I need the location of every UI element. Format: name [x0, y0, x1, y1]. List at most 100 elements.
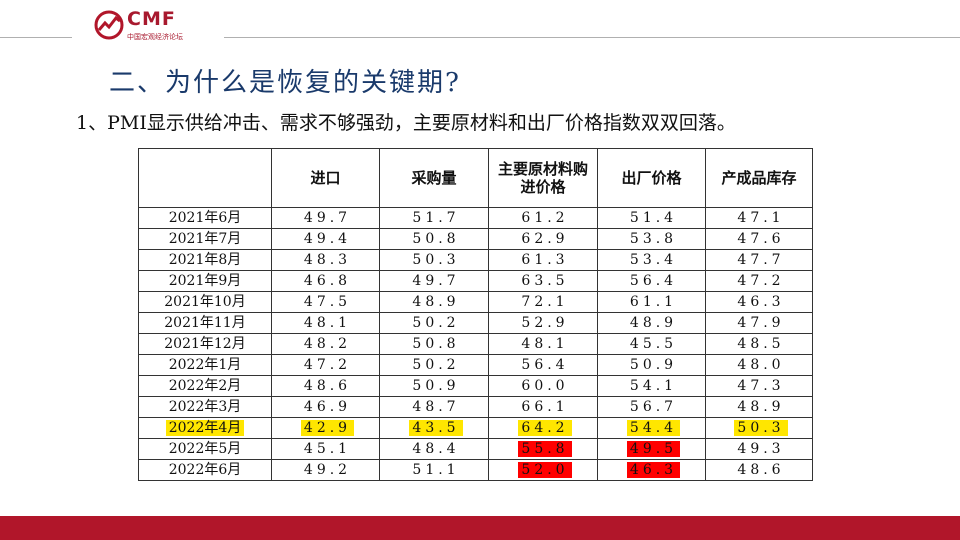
cmf-logo: CMF 中国宏观经济论坛	[94, 8, 218, 44]
table-cell: 62.9	[488, 228, 598, 250]
logo-text: CMF	[127, 8, 176, 30]
table-row: 2021年10月 47.5 48.9 72.1 61.1 46.3	[138, 291, 813, 313]
table-cell: 47.2	[271, 354, 380, 376]
table-cell: 50.2	[379, 354, 489, 376]
table-cell: 52.9	[488, 312, 598, 334]
table-header-row: 进口 采购量 主要原材料购进价格 出厂价格 产成品库存	[138, 148, 813, 208]
logo-mark-icon	[94, 10, 124, 40]
table-cell: 47.1	[705, 207, 813, 229]
table-cell: 48.9	[705, 396, 813, 418]
table-cell: 48.9	[379, 291, 489, 313]
row-label: 2021年11月	[138, 312, 272, 334]
table-cell: 47.7	[705, 249, 813, 271]
table-cell: 56.4	[597, 270, 706, 292]
table-body: 2021年6月 49.7 51.7 61.2 51.4 47.1 2021年7月 49.4 50…	[138, 207, 813, 481]
table-cell: 56.4	[488, 354, 598, 376]
table-cell: 49.4	[271, 228, 380, 250]
table-cell: 54.4	[597, 417, 706, 439]
table-row: 2021年12月 48.2 50.8 48.1 45.5 48.5	[138, 333, 813, 355]
table-cell: 47.6	[705, 228, 813, 250]
row-label: 2021年8月	[138, 249, 272, 271]
pmi-table: 进口 采购量 主要原材料购进价格 出厂价格 产成品库存 2021年6月 49.7 5…	[138, 148, 813, 481]
slide-subtitle: 1、PMI显示供给冲击、需求不够强劲，主要原材料和出厂价格指数双双回落。	[76, 112, 736, 134]
table-cell: 50.9	[597, 354, 706, 376]
row-label: 2022年3月	[138, 396, 272, 418]
table-cell: 48.7	[379, 396, 489, 418]
footer-bar	[0, 516, 960, 540]
table-cell: 50.3	[705, 417, 813, 439]
table-cell: 48.6	[271, 375, 380, 397]
table-row: 2021年8月 48.3 50.3 61.3 53.4 47.7	[138, 249, 813, 271]
table-cell: 46.3	[597, 459, 706, 481]
table-cell: 48.5	[705, 333, 813, 355]
table-cell: 51.1	[379, 459, 489, 481]
table-row: 2022年2月 48.6 50.9 60.0 54.1 47.3	[138, 375, 813, 397]
table-cell: 60.0	[488, 375, 598, 397]
table-cell: 53.4	[597, 249, 706, 271]
table-cell: 51.4	[597, 207, 706, 229]
table-cell: 49.7	[379, 270, 489, 292]
table-cell: 47.3	[705, 375, 813, 397]
row-label: 2022年4月	[138, 417, 272, 439]
table-cell: 46.8	[271, 270, 380, 292]
table-cell: 50.2	[379, 312, 489, 334]
table-cell: 48.9	[597, 312, 706, 334]
header-rule-left	[0, 37, 72, 38]
table-cell: 45.5	[597, 333, 706, 355]
table-row: 2021年9月 46.8 49.7 63.5 56.4 47.2	[138, 270, 813, 292]
table-cell: 48.1	[271, 312, 380, 334]
column-header	[138, 148, 272, 208]
table-cell: 49.7	[271, 207, 380, 229]
row-label: 2021年12月	[138, 333, 272, 355]
table-cell: 49.3	[705, 438, 813, 460]
table-row: 2022年4月 42.9 43.5 64.2 54.4 50.3	[138, 417, 813, 439]
logo-subtext: 中国宏观经济论坛	[127, 33, 183, 41]
table-cell: 49.2	[271, 459, 380, 481]
table-cell: 48.4	[379, 438, 489, 460]
table-cell: 47.5	[271, 291, 380, 313]
table-cell: 63.5	[488, 270, 598, 292]
table-row: 2022年5月 45.1 48.4 55.8 49.5 49.3	[138, 438, 813, 460]
row-label: 2022年2月	[138, 375, 272, 397]
header-rule-right	[224, 37, 960, 38]
column-header: 产成品库存	[705, 148, 813, 208]
table-cell: 45.1	[271, 438, 380, 460]
table-cell: 46.3	[705, 291, 813, 313]
row-label: 2021年7月	[138, 228, 272, 250]
table-cell: 54.1	[597, 375, 706, 397]
row-label: 2022年5月	[138, 438, 272, 460]
table-cell: 48.0	[705, 354, 813, 376]
table-row: 2022年6月 49.2 51.1 52.0 46.3 48.6	[138, 459, 813, 481]
table-cell: 64.2	[488, 417, 598, 439]
table-cell: 50.9	[379, 375, 489, 397]
table-cell: 72.1	[488, 291, 598, 313]
table-cell: 43.5	[379, 417, 489, 439]
column-header: 进口	[271, 148, 380, 208]
table-cell: 61.3	[488, 249, 598, 271]
table-cell: 49.5	[597, 438, 706, 460]
column-header: 主要原材料购进价格	[488, 148, 598, 208]
table-cell: 48.1	[488, 333, 598, 355]
table-cell: 53.8	[597, 228, 706, 250]
column-header: 采购量	[379, 148, 489, 208]
table-cell: 51.7	[379, 207, 489, 229]
table-cell: 48.3	[271, 249, 380, 271]
table-cell: 52.0	[488, 459, 598, 481]
row-label: 2021年10月	[138, 291, 272, 313]
table-row: 2022年3月 46.9 48.7 66.1 56.7 48.9	[138, 396, 813, 418]
pmi-table-container: 进口 采购量 主要原材料购进价格 出厂价格 产成品库存 2021年6月 49.7 5…	[138, 148, 814, 484]
slide-title: 二、为什么是恢复的关键期?	[109, 68, 461, 98]
table-cell: 48.6	[705, 459, 813, 481]
table-cell: 66.1	[488, 396, 598, 418]
table-row: 2022年1月 47.2 50.2 56.4 50.9 48.0	[138, 354, 813, 376]
table-cell: 50.3	[379, 249, 489, 271]
table-cell: 56.7	[597, 396, 706, 418]
table-cell: 47.9	[705, 312, 813, 334]
row-label: 2021年9月	[138, 270, 272, 292]
row-label: 2022年6月	[138, 459, 272, 481]
row-label: 2021年6月	[138, 207, 272, 229]
table-row: 2021年7月 49.4 50.8 62.9 53.8 47.6	[138, 228, 813, 250]
table-cell: 55.8	[488, 438, 598, 460]
row-label: 2022年1月	[138, 354, 272, 376]
table-cell: 50.8	[379, 228, 489, 250]
